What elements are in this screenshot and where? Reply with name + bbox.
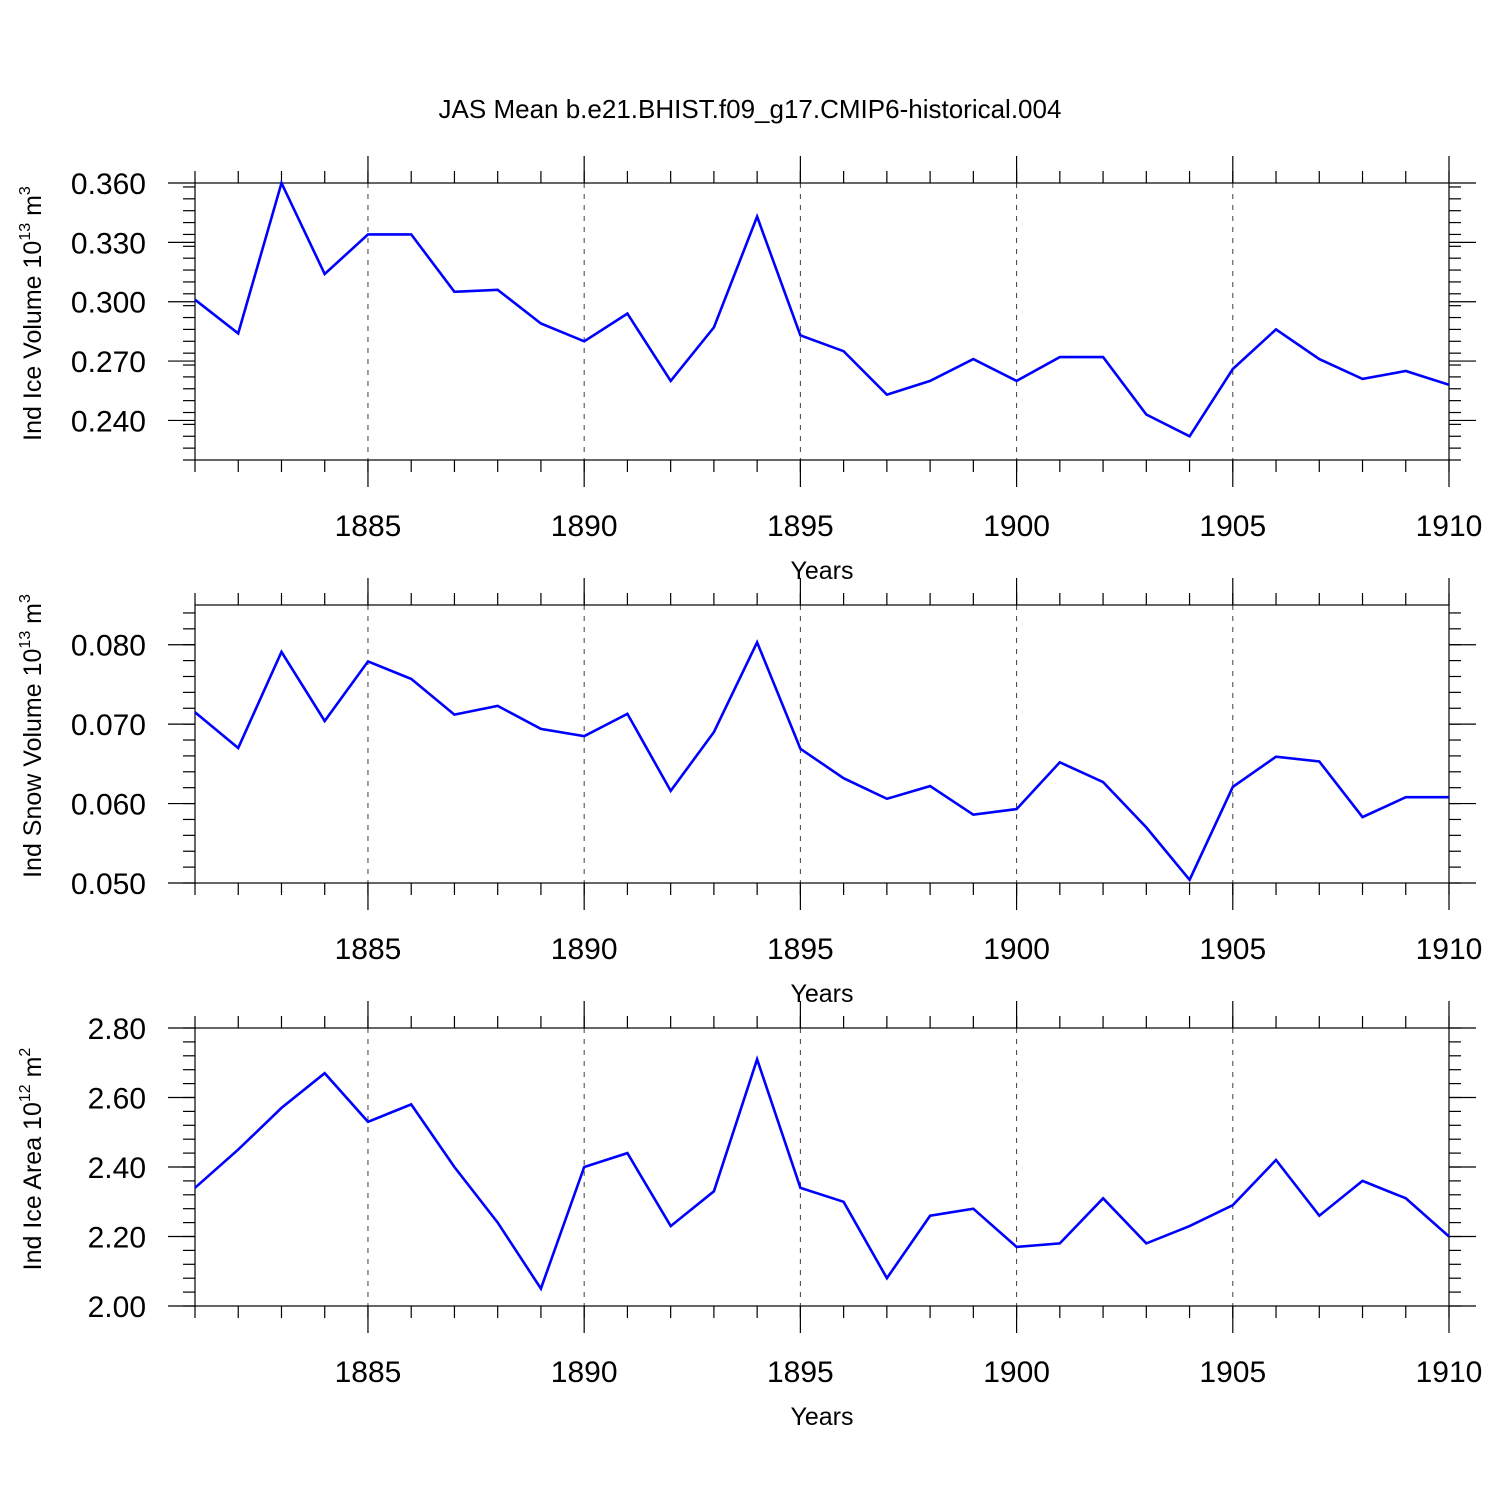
y-tick-label: 0.300: [71, 287, 146, 320]
x-tick-label: 1890: [551, 510, 618, 543]
x-tick-label: 1885: [335, 1356, 402, 1389]
series-line: [194, 179, 1450, 438]
x-tick-label: 1905: [1199, 510, 1266, 543]
x-tick-label: 1900: [983, 933, 1050, 966]
y-tick-label: 0.270: [71, 346, 146, 379]
x-axis-title: Years: [790, 557, 853, 585]
x-tick-label: 1885: [335, 510, 402, 543]
x-tick-label: 1905: [1199, 1356, 1266, 1389]
x-tick-label: 1890: [551, 1356, 618, 1389]
y-tick-label: 2.00: [88, 1291, 146, 1324]
y-tick-label: 0.240: [71, 405, 146, 438]
y-axis-title: Ind Ice Area 1012 m2: [17, 1048, 47, 1271]
y-axis-title: Ind Snow Volume 1013 m3: [17, 594, 47, 878]
y-tick-label: 0.070: [71, 709, 146, 742]
x-tick-label: 1900: [983, 1356, 1050, 1389]
chart-panel-2: 1885 1890 1895 1900 1905 1910 0.050 0.060 0.070 0…: [17, 578, 1482, 1008]
panels: 1885 1890 1895 1900 1905 1910 0.240 0.270 0.300 0…: [17, 156, 1482, 1431]
x-tick-label: 1910: [1416, 1356, 1483, 1389]
x-tick-label: 1900: [983, 510, 1050, 543]
x-tick-label: 1910: [1416, 933, 1483, 966]
x-axis-title: Years: [790, 1403, 853, 1431]
plot-frame: [194, 1027, 1450, 1307]
chart-panel-3: 1885 1890 1895 1900 1905 1910 2.00 2.20 2.40 2.60…: [17, 1001, 1482, 1431]
x-tick-label: 1895: [767, 510, 834, 543]
chart-panel-1: 1885 1890 1895 1900 1905 1910 0.240 0.270 0.300 0…: [17, 156, 1482, 585]
chart-title: JAS Mean b.e21.BHIST.f09_g17.CMIP6-histo…: [439, 94, 1062, 124]
x-axis-title: Years: [790, 980, 853, 1008]
x-tick-label: 1895: [767, 1356, 834, 1389]
x-tick-label: 1910: [1416, 510, 1483, 543]
plot-frame: [194, 604, 1450, 884]
y-tick-label: 2.60: [88, 1083, 146, 1116]
x-tick-label: 1890: [551, 933, 618, 966]
y-tick-label: 0.080: [71, 630, 146, 663]
plot-frame: [194, 182, 1450, 461]
y-axis-title: Ind Ice Volume 1013 m3: [17, 186, 47, 441]
series-line: [194, 639, 1449, 883]
series-line: [194, 1055, 1450, 1292]
y-tick-label: 0.060: [71, 789, 146, 822]
y-tick-label: 2.20: [88, 1222, 146, 1255]
x-tick-label: 1885: [335, 933, 402, 966]
x-tick-label: 1905: [1199, 933, 1266, 966]
y-tick-label: 0.330: [71, 227, 146, 260]
y-tick-label: 2.40: [88, 1152, 146, 1185]
y-tick-label: 2.80: [88, 1013, 146, 1046]
y-tick-label: 0.360: [71, 168, 146, 201]
x-tick-label: 1895: [767, 933, 834, 966]
y-tick-label: 0.050: [71, 868, 146, 901]
